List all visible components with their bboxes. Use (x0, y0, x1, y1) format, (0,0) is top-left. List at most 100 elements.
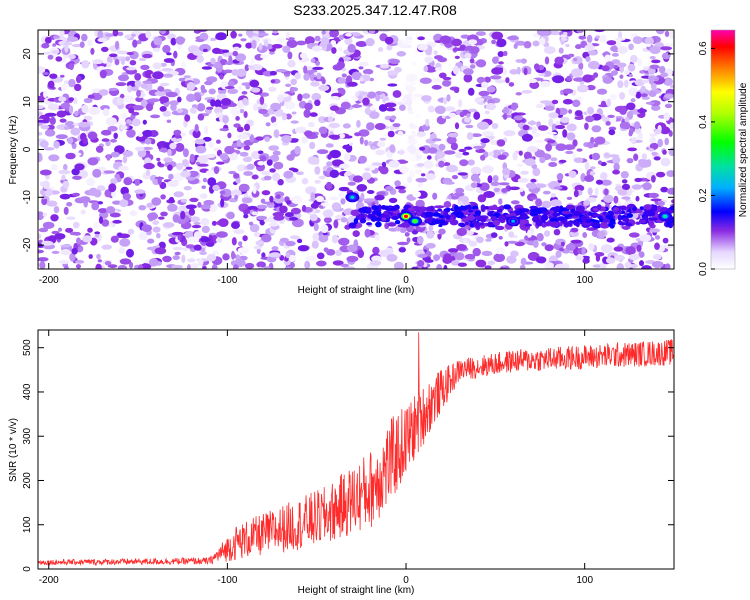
heatmap-cell (159, 106, 167, 112)
heatmap-cell (96, 185, 106, 192)
heatmap-cell (208, 141, 215, 148)
heatmap-cell (48, 154, 60, 162)
heatmap-cell (378, 47, 384, 52)
heatmap-band-cell (529, 211, 535, 216)
heatmap-cell (325, 143, 334, 148)
heatmap-cell (253, 245, 263, 250)
heatmap-cell (200, 84, 206, 92)
heatmap-cell (642, 66, 650, 71)
snr-series-line (38, 332, 674, 567)
heatmap-cell (66, 36, 79, 42)
heatmap-cell (66, 216, 76, 220)
heatmap-cell (231, 221, 240, 229)
heatmap-cell (366, 190, 375, 194)
heatmap-cell (43, 51, 52, 55)
heatmap-cell (92, 59, 104, 65)
heatmap-cell (289, 235, 300, 240)
heatmap-cell (563, 31, 568, 36)
heatmap-cell (105, 33, 115, 37)
heatmap-cell (617, 201, 622, 207)
heatmap-cell (320, 202, 330, 207)
heatmap-cell (195, 145, 207, 154)
heatmap-cell (297, 238, 303, 244)
heatmap-cell (586, 43, 594, 51)
heatmap-cell (475, 148, 486, 153)
heatmap-cell (301, 177, 309, 185)
heatmap-cell (185, 166, 193, 170)
heatmap-cell (456, 228, 467, 236)
heatmap-cell (446, 94, 451, 102)
heatmap-cell (60, 244, 71, 248)
heatmap-cell (297, 93, 303, 102)
heatmap-cell (501, 188, 508, 193)
heatmap-cell (423, 65, 429, 72)
heatmap-cell (282, 45, 291, 53)
heatmap-cell (318, 205, 324, 209)
heatmap-cell (502, 113, 508, 120)
heatmap-cell (410, 81, 417, 86)
heatmap-cell (269, 195, 274, 203)
heatmap-cell (624, 79, 629, 88)
heatmap-cell (63, 206, 69, 215)
heatmap-cell (109, 212, 121, 218)
heatmap-cell (537, 125, 549, 131)
heatmap-cell (332, 64, 344, 71)
heatmap-cell (180, 210, 186, 220)
heatmap-cell (487, 175, 493, 184)
heatmap-cell (219, 74, 224, 80)
heatmap-cell (436, 151, 446, 159)
heatmap-cell (575, 255, 584, 261)
heatmap-cell (178, 205, 189, 213)
heatmap-cell (270, 102, 282, 111)
heatmap-cell (119, 238, 131, 247)
heatmap-cell (230, 107, 241, 117)
heatmap-cell (628, 130, 633, 137)
y-tick-label: -20 (22, 237, 33, 252)
heatmap-cell (544, 46, 556, 55)
heatmap-cell (658, 201, 665, 206)
heatmap-cell (190, 263, 199, 269)
heatmap-cell (425, 51, 432, 56)
heatmap-cell (485, 238, 492, 242)
heatmap-cell (145, 30, 152, 39)
heatmap-cell (560, 116, 570, 124)
heatmap-cell (251, 174, 259, 180)
heatmap-cell (624, 261, 632, 269)
heatmap-cell (425, 173, 436, 181)
heatmap-cell (98, 89, 109, 96)
heatmap-cell (339, 163, 350, 169)
heatmap-cell (426, 155, 432, 160)
heatmap-cell (103, 170, 115, 174)
heatmap-cell (513, 115, 524, 121)
heatmap-cell (212, 250, 220, 256)
heatmap-band-cell (424, 211, 434, 217)
heatmap-cell (360, 192, 365, 202)
heatmap-cell (592, 264, 602, 268)
heatmap-cell (346, 255, 359, 262)
heatmap-cell (279, 237, 289, 243)
colorbar-tick: 0.6 (698, 41, 715, 55)
heatmap-cell (388, 160, 400, 168)
heatmap-cell (88, 106, 101, 116)
heatmap-cell (142, 80, 152, 84)
heatmap-band-cell (490, 216, 497, 221)
heatmap-cell (110, 138, 117, 143)
heatmap-cell (344, 135, 353, 139)
heatmap-cell (628, 232, 640, 238)
heatmap-cell (576, 30, 584, 33)
heatmap-cell (424, 259, 434, 263)
heatmap-cell (535, 103, 544, 109)
heatmap-cell (180, 170, 191, 178)
y-tick-label: 10 (22, 96, 33, 108)
heatmap-cell (119, 258, 132, 265)
heatmap-cell (611, 53, 619, 57)
heatmap-cell (152, 220, 160, 226)
heatmap-band-cell (550, 217, 559, 223)
heatmap-cell (634, 177, 642, 183)
heatmap-cell (507, 35, 519, 41)
heatmap-cell (219, 128, 229, 132)
heatmap-cell (518, 150, 523, 156)
heatmap-cell (200, 237, 211, 243)
heatmap-cell (145, 103, 154, 112)
heatmap-cell (342, 123, 351, 129)
